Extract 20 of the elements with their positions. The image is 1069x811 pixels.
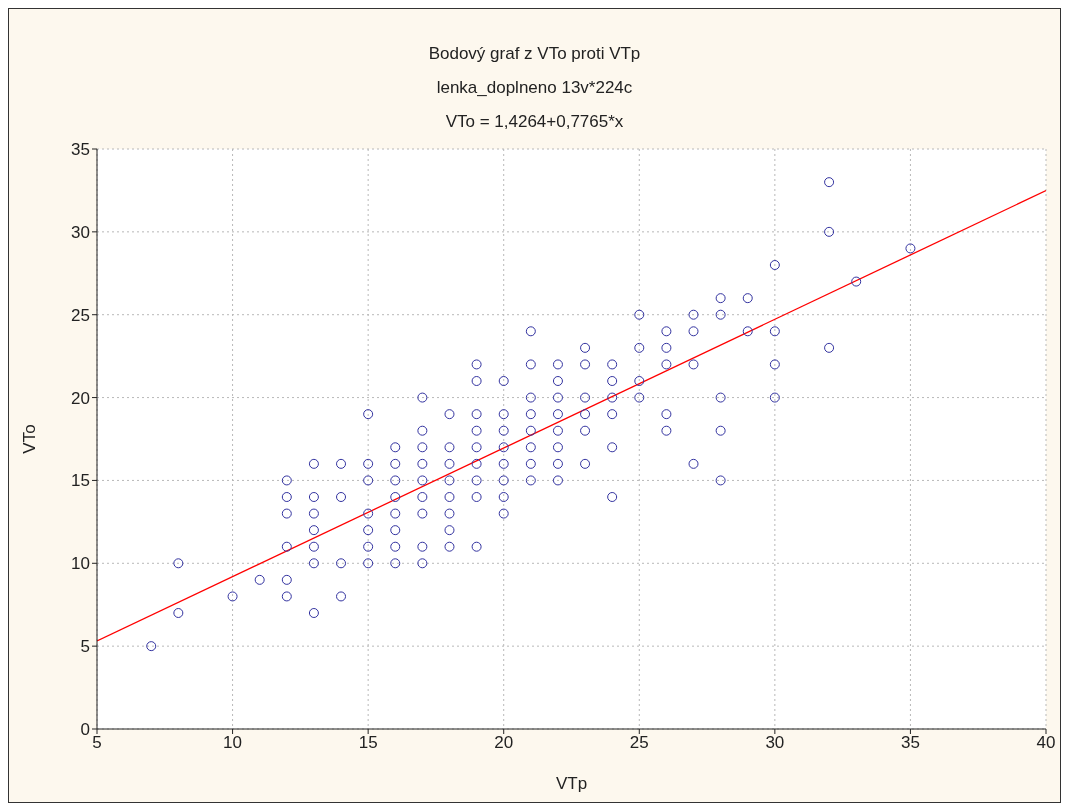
y-tick-label: 30: [71, 222, 90, 242]
chart-title: Bodový graf z VTo proti VTp: [427, 43, 642, 65]
y-tick-label: 25: [71, 305, 90, 325]
x-tick-label: 35: [900, 733, 920, 753]
y-tick-label: 10: [71, 554, 90, 574]
y-tick-label: 5: [80, 637, 90, 657]
x-axis-title: VTp: [555, 774, 588, 793]
x-tick-label: 40: [1036, 733, 1056, 753]
text: VTo = 1,4264+0,7765*x: [444, 111, 625, 133]
x-tick-label: 30: [765, 733, 785, 753]
y-tick-label: 15: [71, 471, 90, 491]
y-tick-label: 35: [71, 140, 90, 160]
x-tick-label: 10: [223, 733, 243, 753]
x-tick-label: 20: [494, 733, 514, 753]
x-tick-label: 25: [629, 733, 649, 753]
x-tick-label: 15: [358, 733, 378, 753]
y-tick-label: 0: [80, 720, 90, 740]
y-tick-label: 20: [71, 388, 90, 408]
chart-subtitle: lenka_doplneno 13v*224c: [435, 77, 634, 99]
y-axis-title: VTo: [20, 424, 40, 454]
